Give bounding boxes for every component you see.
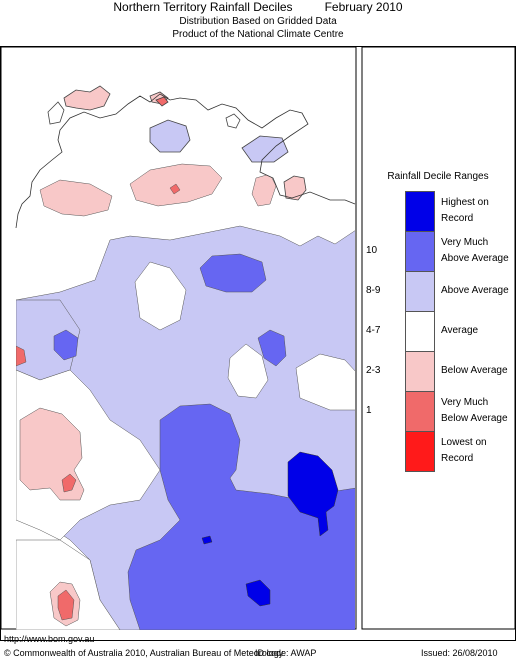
legend-title: Rainfall Decile Ranges	[387, 171, 489, 182]
map-title-text: Northern Territory Rainfall Deciles	[113, 0, 293, 14]
legend-swatch	[405, 391, 435, 432]
footer-copyright: © Commonwealth of Australia 2010, Austra…	[4, 648, 284, 658]
decile-highest-record-east	[287, 451, 339, 537]
legend-label: Very Much Below Average	[441, 397, 508, 424]
decile-very-much-above-mid	[257, 329, 287, 367]
legend-label: Average	[441, 325, 479, 336]
decile-average-hole-a	[134, 261, 187, 331]
island-wessel	[225, 113, 241, 129]
legend-range: 4-7	[366, 325, 381, 336]
island-melville	[63, 85, 111, 111]
footer-id-code: ID code: AWAP	[255, 648, 317, 658]
legend-swatch	[405, 271, 435, 312]
island-gulf	[149, 119, 191, 153]
legend-range: 1	[366, 405, 372, 416]
legend-label: Below Average	[441, 365, 508, 376]
decile-very-much-below-central	[169, 183, 181, 195]
island-bathurst	[47, 101, 65, 125]
legend-label: Above Average	[441, 285, 509, 296]
island-arnhem-east	[241, 135, 289, 163]
legend-swatch	[405, 231, 435, 272]
legend-swatch	[405, 311, 435, 352]
legend-range: 10	[366, 245, 378, 256]
map-period: February 2010	[324, 0, 403, 14]
map-producer: Product of the National Climate Centre	[172, 29, 344, 40]
legend-range: 2-3	[366, 365, 381, 376]
decile-average-hole-c	[295, 353, 355, 411]
map-title: Northern Territory Rainfall Deciles Febru…	[0, 0, 516, 14]
legend-label: Highest on Record	[441, 197, 489, 224]
footer-issued-date: Issued: 26/08/2010	[421, 648, 498, 658]
legend-label: Very Much Above Average	[441, 237, 509, 264]
map-frame	[0, 46, 516, 641]
island-cape-york-tip	[155, 96, 169, 107]
decile-very-much-above-north	[199, 253, 267, 293]
decile-highest-record-dot	[201, 535, 213, 545]
footer-url[interactable]: http://www.bom.gov.au	[4, 634, 95, 644]
legend-swatch	[405, 351, 435, 392]
map-panel	[0, 46, 357, 630]
land-shading	[16, 94, 355, 630]
decile-very-much-below-southwest	[57, 589, 75, 621]
decile-highest-record-south	[245, 579, 271, 607]
decile-below-average-northwest	[39, 179, 113, 217]
decile-average-hole-b	[227, 343, 269, 399]
legend-swatch	[405, 191, 435, 232]
legend-panel	[361, 46, 516, 630]
decile-very-much-above-south	[127, 403, 355, 630]
decile-very-much-above-west	[53, 329, 79, 361]
island-groote-eylandt	[283, 175, 307, 201]
legend-label: Lowest on Record	[441, 437, 487, 464]
decile-very-much-below-edge	[16, 345, 27, 367]
decile-very-much-below-west	[61, 473, 77, 493]
map-subtitle: Distribution Based on Gridded Data	[179, 16, 337, 27]
legend-swatch	[405, 431, 435, 472]
coastline	[15, 93, 356, 229]
legend-range: 8-9	[366, 285, 381, 296]
